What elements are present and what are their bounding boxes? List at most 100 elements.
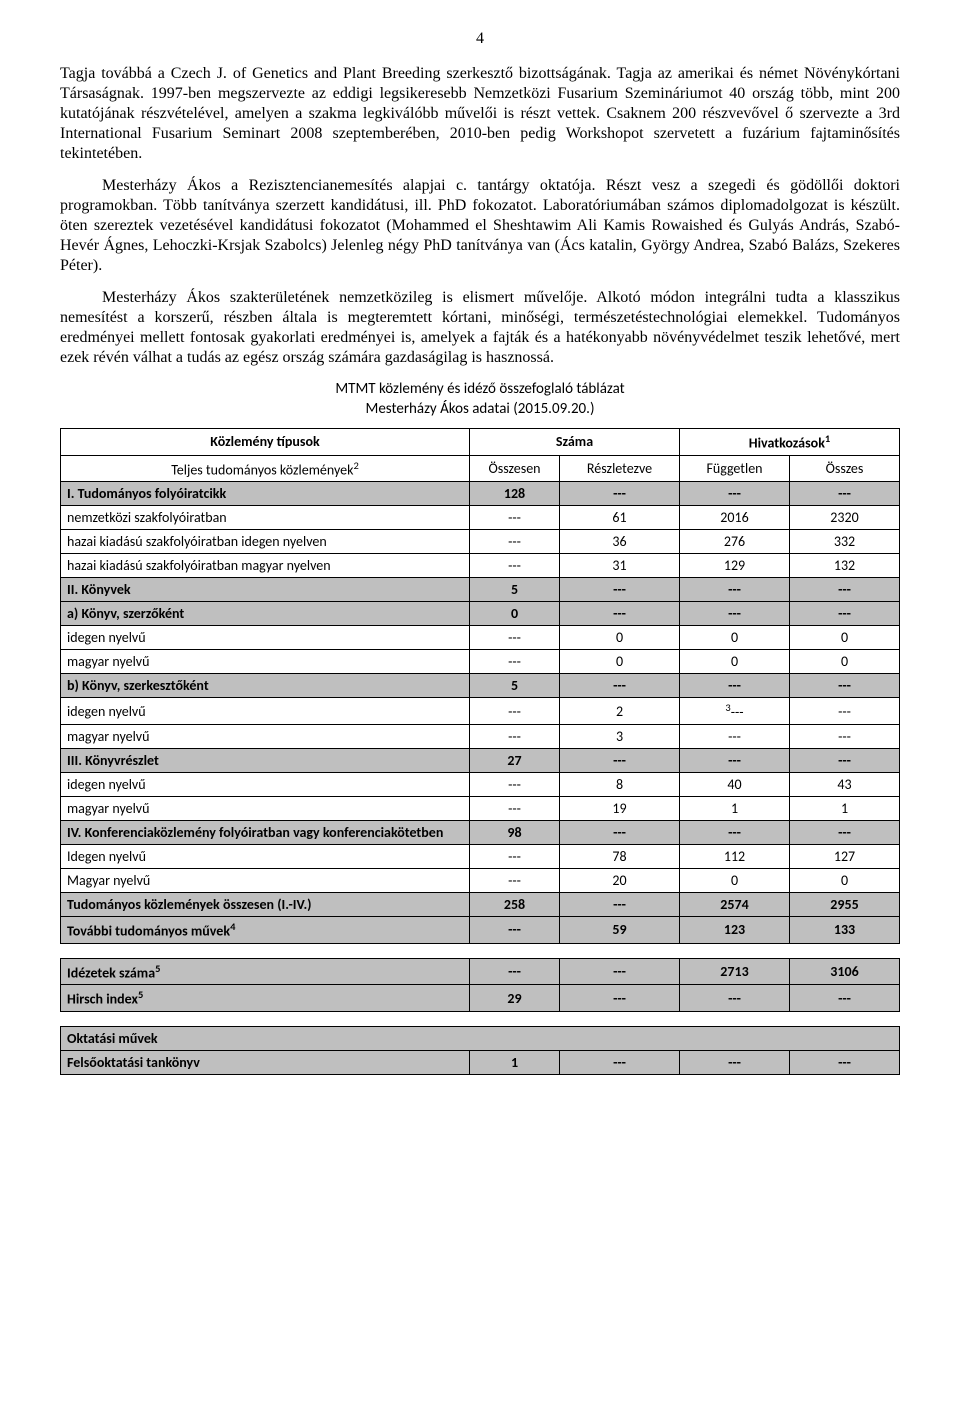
row-value: 36 (560, 530, 680, 554)
th-reszletezve: Részletezve (560, 455, 680, 482)
row-value: 0 (680, 626, 790, 650)
document-page: 4 Tagja továbbá a Czech J. of Genetics a… (0, 0, 960, 1129)
row-value: --- (470, 650, 560, 674)
table-row: Felsőoktatási tankönyv1--------- (61, 1050, 900, 1074)
row-value: 276 (680, 530, 790, 554)
education-works-table: Oktatási művek Felsőoktatási tankönyv1--… (60, 1026, 900, 1075)
row-label: Tudományos közlemények összesen (I.-IV.) (61, 892, 470, 916)
row-value: --- (560, 985, 680, 1012)
table-row: Hirsch index529--------- (61, 985, 900, 1012)
row-value: --- (470, 698, 560, 725)
row-label: II. Könyvek (61, 578, 470, 602)
row-value: 129 (680, 554, 790, 578)
row-value: --- (680, 985, 790, 1012)
row-value: --- (470, 724, 560, 748)
row-value: --- (790, 724, 900, 748)
row-value: 1 (790, 796, 900, 820)
page-number: 4 (60, 30, 900, 48)
paragraph-3-text: Mesterházy Ákos szakterületének nemzetkö… (60, 289, 900, 366)
row-value: --- (790, 698, 900, 725)
row-value: 133 (790, 916, 900, 943)
table-row: Idegen nyelvű---78112127 (61, 844, 900, 868)
table-row: Tudományos közlemények összesen (I.-IV.)… (61, 892, 900, 916)
row-label: Magyar nyelvű (61, 868, 470, 892)
row-value: 98 (470, 820, 560, 844)
row-value: 5 (470, 578, 560, 602)
row-value: 59 (560, 916, 680, 943)
row-value: 27 (470, 748, 560, 772)
citation-table-body: Idézetek száma5------27133106Hirsch inde… (61, 958, 900, 1011)
table-row: További tudományos művek4---59123133 (61, 916, 900, 943)
table-row: I. Tudományos folyóiratcikk128--------- (61, 482, 900, 506)
row-label: hazai kiadású szakfolyóiratban idegen ny… (61, 530, 470, 554)
row-value: 78 (560, 844, 680, 868)
row-value: 2320 (790, 506, 900, 530)
row-value: --- (790, 578, 900, 602)
edu-table-body: Felsőoktatási tankönyv1--------- (61, 1050, 900, 1074)
table-row: IV. Konferenciaközlemény folyóiratban va… (61, 820, 900, 844)
row-value: 123 (680, 916, 790, 943)
row-label: Hirsch index5 (61, 985, 470, 1012)
row-value: 31 (560, 554, 680, 578)
row-value: 3 (560, 724, 680, 748)
row-value: --- (790, 602, 900, 626)
th-teljes: Teljes tudományos közlemények2 (61, 455, 470, 482)
paragraph-1: Tagja továbbá a Czech J. of Genetics and… (60, 64, 900, 164)
row-value: --- (470, 554, 560, 578)
row-value: 1 (680, 796, 790, 820)
table-row: a) Könyv, szerzőként0--------- (61, 602, 900, 626)
row-value: 2713 (680, 958, 790, 985)
table-row: nemzetközi szakfolyóiratban---6120162320 (61, 506, 900, 530)
row-value: 128 (470, 482, 560, 506)
table-row: hazai kiadású szakfolyóiratban idegen ny… (61, 530, 900, 554)
row-value: --- (560, 578, 680, 602)
table-row: Magyar nyelvű---2000 (61, 868, 900, 892)
edu-header-cell: Oktatási művek (61, 1026, 900, 1050)
row-value: 132 (790, 554, 900, 578)
row-value: 0 (790, 650, 900, 674)
row-value: --- (470, 958, 560, 985)
row-label: hazai kiadású szakfolyóiratban magyar ny… (61, 554, 470, 578)
row-value: 0 (680, 650, 790, 674)
table-row: idegen nyelvű---84043 (61, 772, 900, 796)
row-label: I. Tudományos folyóiratcikk (61, 482, 470, 506)
row-value: --- (560, 674, 680, 698)
row-value: 127 (790, 844, 900, 868)
row-value: 3--- (680, 698, 790, 725)
citation-table: Idézetek száma5------27133106Hirsch inde… (60, 958, 900, 1012)
row-label: magyar nyelvű (61, 724, 470, 748)
paragraph-2-text: Mesterházy Ákos a Rezisztencianemesítés … (60, 177, 900, 274)
row-value: 19 (560, 796, 680, 820)
row-value: --- (790, 820, 900, 844)
row-value: 0 (680, 868, 790, 892)
table-row: idegen nyelvű---23------ (61, 698, 900, 725)
paragraph-2: Mesterházy Ákos a Rezisztencianemesítés … (60, 176, 900, 276)
row-value: 0 (560, 650, 680, 674)
row-label: További tudományos művek4 (61, 916, 470, 943)
table-row: idegen nyelvű---000 (61, 626, 900, 650)
th-fuggetlen: Független (680, 455, 790, 482)
th-osszesen: Összesen (470, 455, 560, 482)
row-value: 0 (560, 626, 680, 650)
th-kozlemeny-tipusok: Közlemény típusok (61, 429, 470, 456)
main-table-body: I. Tudományos folyóiratcikk128---------n… (61, 482, 900, 943)
row-value: 1 (470, 1050, 560, 1074)
row-value: 0 (470, 602, 560, 626)
row-value: --- (680, 482, 790, 506)
table-row: hazai kiadású szakfolyóiratban magyar ny… (61, 554, 900, 578)
th-hivatkozasok-text: Hivatkozások (749, 435, 825, 452)
paragraph-3: Mesterházy Ákos szakterületének nemzetkö… (60, 288, 900, 368)
table-row: II. Könyvek5--------- (61, 578, 900, 602)
row-value: --- (680, 820, 790, 844)
row-value: 5 (470, 674, 560, 698)
row-value: --- (470, 506, 560, 530)
row-value: 61 (560, 506, 680, 530)
row-label: IV. Konferenciaközlemény folyóiratban va… (61, 820, 470, 844)
row-label: III. Könyvrészlet (61, 748, 470, 772)
row-value: 0 (790, 626, 900, 650)
row-value: --- (790, 674, 900, 698)
table-row: magyar nyelvű---1911 (61, 796, 900, 820)
table-header-row-2: Teljes tudományos közlemények2 Összesen … (61, 455, 900, 482)
row-value: 2016 (680, 506, 790, 530)
row-value: --- (680, 602, 790, 626)
